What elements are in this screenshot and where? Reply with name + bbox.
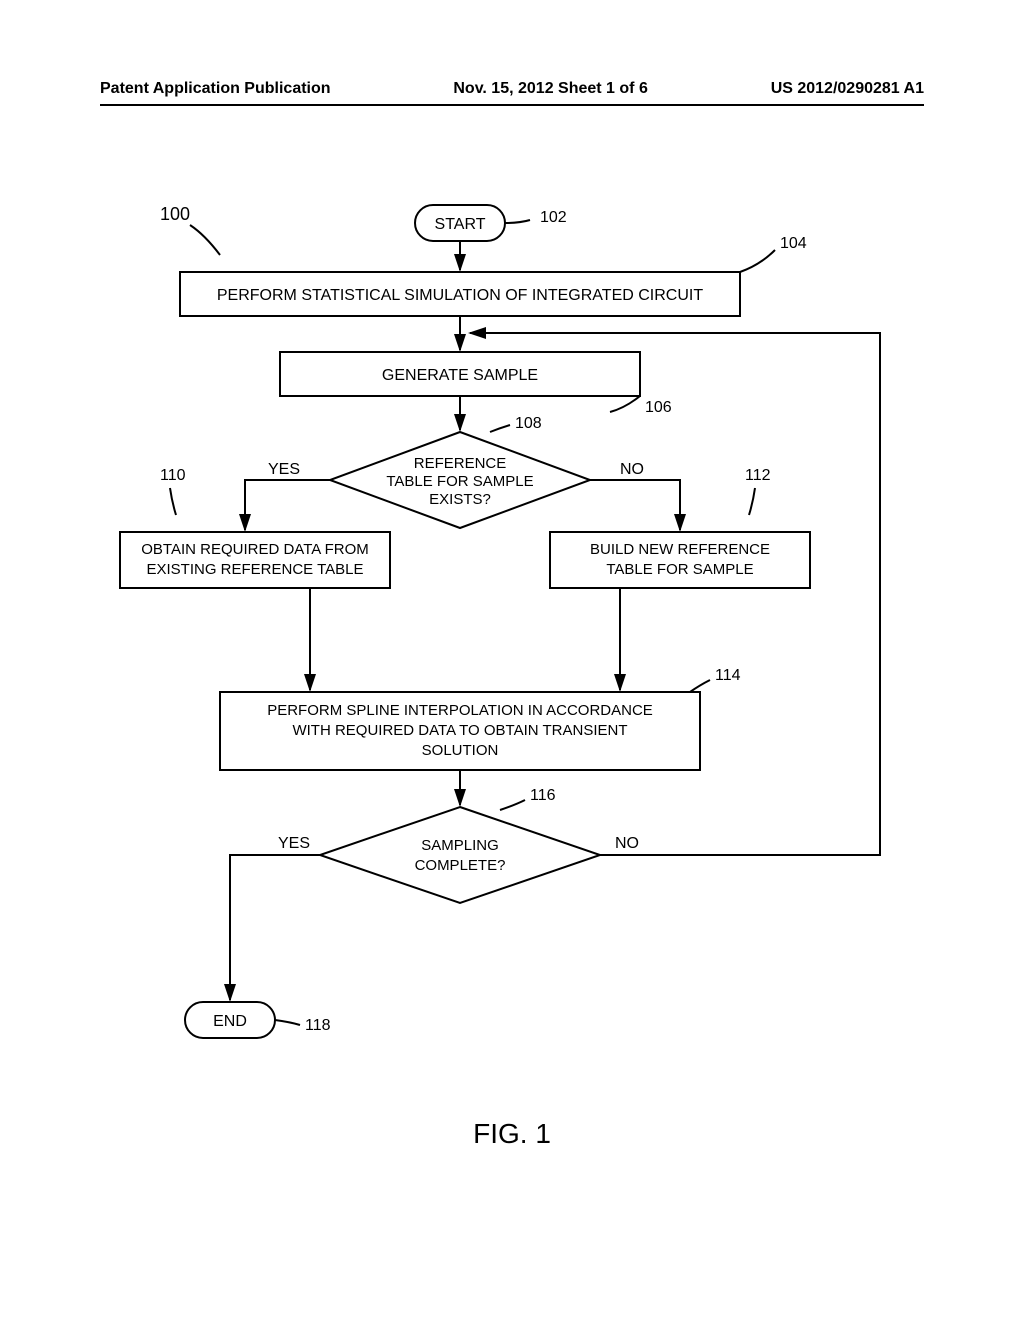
ref-108: 108: [515, 415, 542, 432]
spline-l1: PERFORM SPLINE INTERPOLATION IN ACCORDAN…: [267, 702, 653, 719]
ref-116: 116: [530, 787, 556, 804]
fig-ref-100: 100: [160, 204, 190, 224]
ref-line-104: [740, 250, 775, 272]
page: Patent Application Publication Nov. 15, …: [0, 0, 1024, 1320]
ref-106: 106: [645, 399, 672, 416]
ref-104: 104: [780, 235, 807, 252]
ref-dec-no: NO: [620, 461, 644, 478]
ref-114: 114: [715, 667, 741, 684]
edge-dec2-no-loop: [470, 333, 880, 855]
obtain-l2: EXISTING REFERENCE TABLE: [147, 561, 364, 578]
ref-line-102: [505, 220, 530, 223]
ref-110: 110: [160, 467, 186, 484]
ref-dec-yes: YES: [268, 461, 300, 478]
ref-line-114: [690, 680, 710, 692]
ref-line-106: [610, 396, 640, 412]
generate-label: GENERATE SAMPLE: [382, 367, 538, 384]
ref-dec-l2: TABLE FOR SAMPLE: [386, 473, 533, 490]
end-label: END: [213, 1013, 247, 1030]
spline-l2: WITH REQUIRED DATA TO OBTAIN TRANSIENT: [292, 722, 627, 739]
edge-dec-yes: [245, 480, 330, 530]
ref-line-108: [490, 425, 510, 432]
samp-dec-yes: YES: [278, 835, 310, 852]
ref-line-112: [749, 488, 755, 515]
ref-dec-l1: REFERENCE: [414, 455, 507, 472]
ref-line-110: [170, 488, 176, 515]
start-label: START: [435, 216, 486, 233]
header-right: US 2012/0290281 A1: [771, 80, 924, 98]
edge-dec2-yes: [230, 855, 320, 1000]
ref-102: 102: [540, 209, 567, 226]
samp-dec-no: NO: [615, 835, 639, 852]
build-l2: TABLE FOR SAMPLE: [606, 561, 753, 578]
ref-line-100: [190, 225, 220, 255]
flowchart: 100 START 102 PERFORM STATISTICAL SIMULA…: [0, 150, 1024, 1250]
samp-dec-l1: SAMPLING: [421, 837, 499, 854]
obtain-l1: OBTAIN REQUIRED DATA FROM: [141, 541, 369, 558]
ref-line-118: [275, 1020, 300, 1025]
spline-l3: SOLUTION: [422, 742, 499, 759]
edge-dec-no: [590, 480, 680, 530]
ref-line-116: [500, 800, 525, 810]
header-rule: [100, 104, 924, 106]
samp-decision-node: [320, 807, 600, 903]
ref-dec-l3: EXISTS?: [429, 491, 491, 508]
header-center: Nov. 15, 2012 Sheet 1 of 6: [453, 80, 647, 98]
figure-label: FIG. 1: [0, 1118, 1024, 1150]
header-left: Patent Application Publication: [100, 80, 331, 98]
page-header: Patent Application Publication Nov. 15, …: [100, 80, 924, 98]
ref-118: 118: [305, 1017, 331, 1034]
perform-label: PERFORM STATISTICAL SIMULATION OF INTEGR…: [217, 287, 703, 304]
build-l1: BUILD NEW REFERENCE: [590, 541, 770, 558]
samp-dec-l2: COMPLETE?: [415, 857, 506, 874]
ref-112: 112: [745, 467, 771, 484]
